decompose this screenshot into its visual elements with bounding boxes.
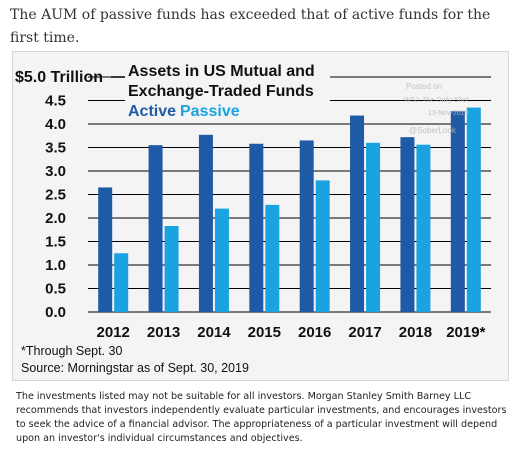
legend-passive: Passive bbox=[180, 103, 240, 120]
chart-panel: 4.5 4.0 3.5 3.0 2.5 2.0 1.5 1.0 0.5 0.0 2012 2013 2… bbox=[12, 51, 509, 381]
watermark-line-2: WSJ: The Daily Shot bbox=[404, 97, 469, 104]
bar-active-2018 bbox=[400, 137, 415, 312]
x-tick-label: 2018 bbox=[399, 324, 432, 341]
x-tick-labels: 2012 2013 2014 2015 2016 2017 2018 2019* bbox=[97, 324, 486, 341]
bar-passive-2016 bbox=[315, 180, 330, 312]
bar-passive-2014 bbox=[214, 208, 229, 312]
y-tick-label: 0.0 bbox=[45, 304, 66, 321]
footnote-source: Source: Morningstar as of Sept. 30, 2019 bbox=[21, 361, 249, 375]
bar-passive-2017 bbox=[366, 142, 381, 312]
footnote-through: *Through Sept. 30 bbox=[21, 344, 123, 358]
x-tick-label: 2012 bbox=[97, 324, 130, 341]
disclaimer-text: The investments listed may not be suitab… bbox=[16, 391, 507, 444]
x-tick-label: 2019* bbox=[446, 324, 485, 341]
watermark-line-3: 13-Nov-2019 bbox=[428, 110, 469, 117]
bar-chart: 4.54.03.53.02.52.01.51.00.50.0 2012 2013 2… bbox=[15, 57, 491, 341]
y-tick-label: 4.0 bbox=[45, 116, 66, 133]
y-tick-label: 2.5 bbox=[45, 187, 66, 204]
x-tick-label: 2013 bbox=[147, 324, 180, 341]
legend-active: Active bbox=[128, 103, 176, 120]
watermark: Posted on WSJ: The Daily Shot 13-Nov-201… bbox=[404, 82, 469, 135]
bar-passive-2012 bbox=[114, 253, 129, 312]
chart-title-line-2: Exchange-Traded Funds bbox=[128, 83, 314, 100]
bar-active-2016 bbox=[299, 140, 314, 312]
y-tick-label: 4.5 bbox=[45, 93, 66, 110]
x-tick-label: 2017 bbox=[348, 324, 381, 341]
bar-active-2015 bbox=[249, 143, 264, 312]
x-tick-label: 2014 bbox=[197, 324, 231, 341]
watermark-line-1: Posted on bbox=[406, 82, 442, 91]
bar-active-2012 bbox=[98, 187, 113, 312]
intro-text: The AUM of passive funds has exceeded th… bbox=[10, 7, 491, 46]
watermark-line-4: @SoberLook bbox=[409, 126, 457, 135]
bar-passive-2019 bbox=[466, 107, 481, 312]
y-tick-label: 1.0 bbox=[45, 257, 66, 274]
x-tick-label: 2016 bbox=[298, 324, 331, 341]
bar-active-2017 bbox=[350, 115, 365, 312]
y-top-tick-label: $5.0 Trillion bbox=[15, 69, 103, 86]
title-backdrop bbox=[125, 57, 330, 122]
bar-passive-2013 bbox=[164, 225, 179, 312]
bars bbox=[98, 107, 481, 312]
x-tick-label: 2015 bbox=[248, 324, 281, 341]
y-tick-label: 0.5 bbox=[45, 281, 66, 298]
bar-active-2014 bbox=[198, 134, 213, 312]
bar-active-2019 bbox=[450, 111, 465, 312]
y-tick-label: 3.5 bbox=[45, 140, 66, 157]
bar-active-2013 bbox=[148, 145, 163, 312]
y-tick-label: 2.0 bbox=[45, 210, 66, 227]
chart-title-line-1: Assets in US Mutual and bbox=[128, 63, 315, 80]
y-tick-labels: 4.5 4.0 3.5 3.0 2.5 2.0 1.5 1.0 0.5 0.0 bbox=[45, 93, 66, 322]
y-tick-label: 1.5 bbox=[45, 234, 66, 251]
bar-passive-2018 bbox=[416, 144, 431, 312]
y-tick-label: 3.0 bbox=[45, 163, 66, 180]
bar-passive-2015 bbox=[265, 204, 280, 312]
